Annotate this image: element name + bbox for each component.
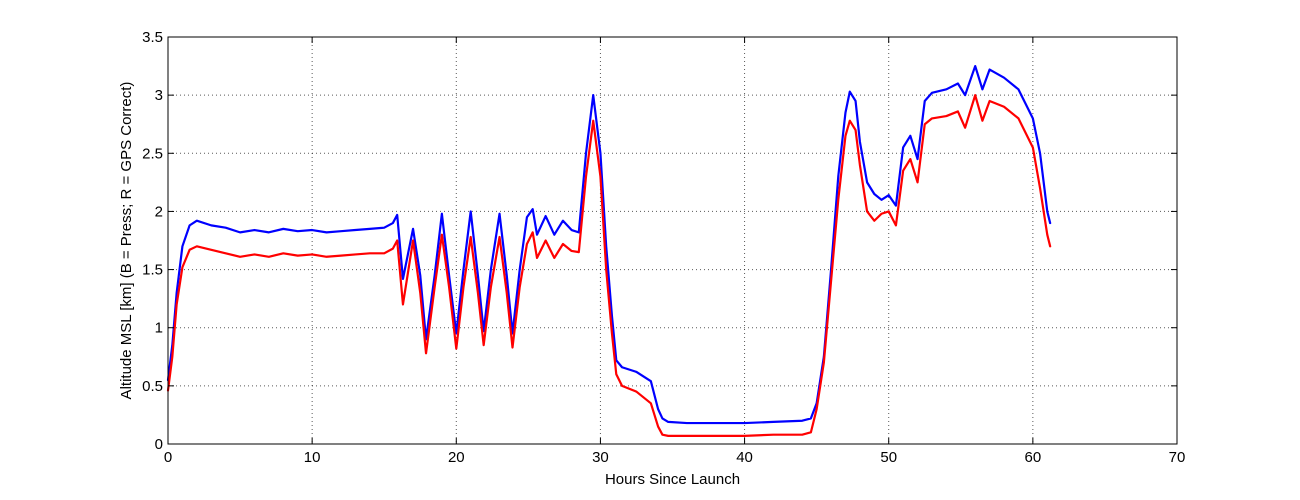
series-line-gps-corrected	[166, 94, 1052, 437]
x-tick-label: 70	[1169, 449, 1186, 466]
y-tick-label: 0.5	[142, 378, 163, 395]
grid-lines	[168, 37, 1177, 444]
y-axis-label: Altitude MSL [km] (B = Press; R = GPS Co…	[118, 82, 135, 400]
y-tick-label: 2.5	[142, 145, 163, 162]
x-tick-label: 30	[592, 449, 609, 466]
y-tick-label: 1	[155, 320, 163, 337]
x-tick-label: 20	[448, 449, 465, 466]
series-line-pressure	[166, 64, 1052, 425]
x-tick-label: 10	[304, 449, 321, 466]
plot-area-frame	[167, 36, 1178, 445]
series-lines	[166, 64, 1052, 437]
y-tick-label: 0	[155, 436, 163, 453]
x-tick-label: 50	[880, 449, 897, 466]
y-tick-label: 2	[155, 203, 163, 220]
y-tick-label: 3.5	[142, 29, 163, 46]
axis-ticks: 0 10 20 30 40 50 60 70 0 0.5 1 1.5 2 2.5 3 3.5	[142, 29, 1185, 466]
y-tick-label: 3	[155, 87, 163, 104]
x-tick-label: 40	[736, 449, 753, 466]
x-axis-label: Hours Since Launch	[605, 471, 740, 488]
x-tick-label: 60	[1025, 449, 1042, 466]
y-tick-label: 1.5	[142, 262, 163, 279]
x-tick-label: 0	[164, 449, 172, 466]
